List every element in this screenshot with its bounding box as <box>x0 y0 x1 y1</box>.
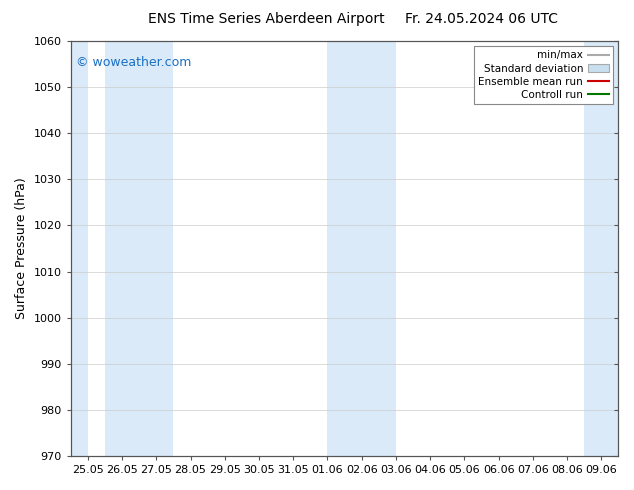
Bar <box>71 41 88 456</box>
Text: Fr. 24.05.2024 06 UTC: Fr. 24.05.2024 06 UTC <box>405 12 559 26</box>
Bar <box>105 41 174 456</box>
Text: © woweather.com: © woweather.com <box>76 55 191 69</box>
Y-axis label: Surface Pressure (hPa): Surface Pressure (hPa) <box>15 178 28 319</box>
Bar <box>328 41 396 456</box>
Text: ENS Time Series Aberdeen Airport: ENS Time Series Aberdeen Airport <box>148 12 385 26</box>
Legend: min/max, Standard deviation, Ensemble mean run, Controll run: min/max, Standard deviation, Ensemble me… <box>474 46 613 104</box>
Bar <box>585 41 619 456</box>
